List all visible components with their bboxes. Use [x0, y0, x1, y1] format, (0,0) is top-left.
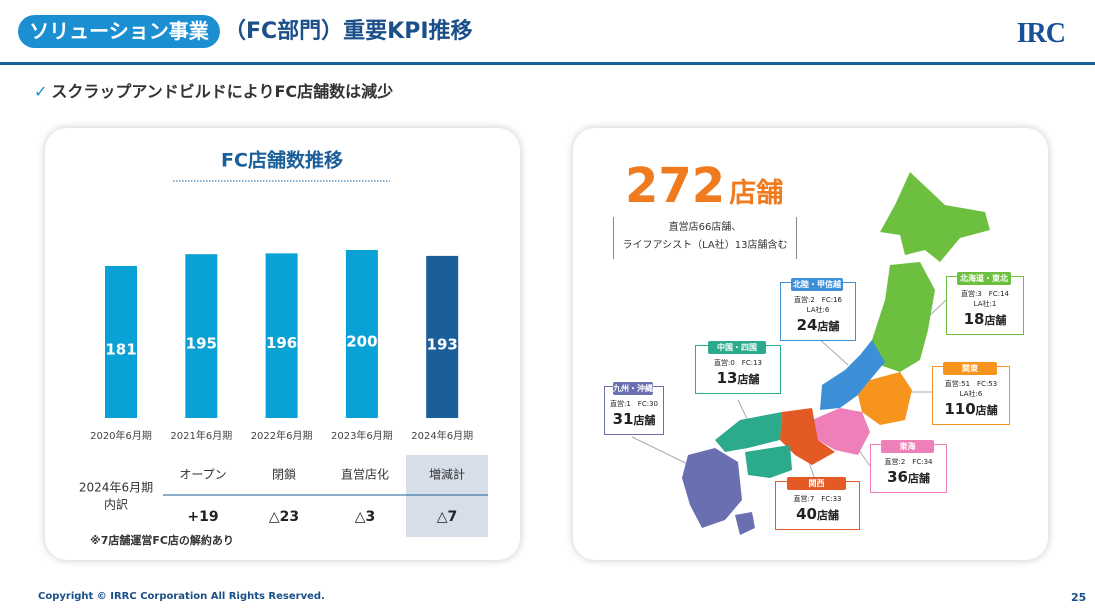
japan-map	[631, 172, 990, 535]
region-unit: 店舗	[737, 373, 760, 386]
region-detail: LA社:6	[959, 390, 983, 398]
page-number: 25	[1071, 591, 1087, 604]
table-value: △23	[269, 509, 299, 525]
region-total: 13店舗	[696, 368, 780, 390]
region-detail: 直営:2 FC:16	[794, 296, 842, 304]
chart-title: FC店舗数推移	[221, 149, 343, 172]
table-header: オープン	[179, 468, 226, 482]
table-header: 直営店化	[341, 468, 389, 482]
region-total: 18店舗	[947, 309, 1023, 331]
total-unit: 店舗	[729, 178, 784, 209]
bar	[265, 253, 298, 418]
section-tag: ソリューション事業	[18, 15, 220, 48]
x-tick-label: 2021年6月期	[170, 429, 232, 442]
value-label: 196	[266, 334, 297, 352]
region-unit: 店舗	[816, 509, 839, 522]
header-rule	[0, 62, 1095, 65]
total-note: 直営店66店舗、 ライフアシスト（LA社）13店舗含む	[613, 217, 797, 259]
x-tick-label: 2022年6月期	[251, 429, 313, 442]
region-count: 31	[612, 410, 634, 428]
bar	[426, 255, 459, 418]
region-name: 北海道・東北	[957, 272, 1011, 285]
region-detail: 直営:3 FC:14	[961, 290, 1009, 298]
region-name: 北陸・甲信越	[791, 278, 843, 291]
table-header: 閉鎖	[272, 467, 296, 482]
region-detail: LA社:1	[973, 300, 997, 308]
total-count: 272	[625, 158, 726, 214]
x-tick-label: 2020年6月期	[90, 429, 152, 442]
region-count: 110	[944, 400, 976, 418]
value-label: 181	[105, 340, 136, 358]
value-label: 200	[346, 333, 377, 351]
region-count: 24	[796, 316, 818, 334]
region-unit: 店舗	[817, 320, 840, 333]
region-detail: 直営:2 FC:34	[884, 458, 933, 466]
region-count: 36	[887, 468, 908, 486]
logo: IRC	[1016, 18, 1066, 49]
total-highlight	[406, 455, 488, 537]
bullet: ✓ スクラップアンドビルドによりFC店舗数は減少	[34, 82, 394, 101]
region-name: 関西	[787, 477, 846, 490]
region-unit: 店舗	[907, 472, 930, 485]
region-name: 関東	[943, 362, 997, 375]
region-detail: 直営:0 FC:13	[714, 359, 762, 367]
region-box: 直営:2 FC:16 LA社:6 24店舗	[780, 282, 856, 341]
table-header: 増減計	[429, 467, 465, 482]
region-count: 18	[963, 310, 985, 328]
region-box: 直営:51 FC:53 LA社:6 110店舗	[932, 366, 1010, 425]
table-value: +19	[187, 509, 218, 525]
bullet-text: スクラップアンドビルドによりFC店舗数は減少	[51, 82, 394, 101]
value-label: 195	[186, 335, 217, 353]
region-name: 中国・四国	[707, 341, 767, 354]
region-total: 24店舗	[781, 315, 855, 337]
region-total: 31店舗	[605, 409, 663, 431]
region-unit: 店舗	[633, 414, 656, 427]
x-tick-label: 2023年6月期	[331, 429, 393, 442]
copyright: Copyright © IRRC Corporation All Rights …	[38, 591, 325, 602]
bar	[185, 254, 218, 418]
region-name: 九州・沖縄	[612, 382, 654, 395]
breakdown-label: 2024年6月期	[79, 481, 153, 495]
region-detail: 直営:1 FC:30	[610, 400, 658, 408]
region-total: 110店舗	[933, 399, 1009, 421]
region-detail: LA社:6	[806, 306, 830, 314]
region-total: 40店舗	[776, 504, 859, 526]
page-title: （FC部門）重要KPI推移	[224, 19, 473, 44]
region-total: 36店舗	[871, 467, 946, 489]
note-line: ライフアシスト（LA社）13店舗含む	[622, 240, 788, 251]
region-count: 40	[796, 505, 817, 523]
region-name: 東海	[881, 440, 934, 453]
region-unit: 店舗	[975, 404, 998, 417]
breakdown-label: 内訳	[104, 497, 128, 512]
note-line: 直営店66店舗、	[668, 222, 742, 233]
table-value: △3	[355, 509, 376, 525]
total-block: 272 店舗	[625, 158, 783, 214]
region-detail: 直営:51 FC:53	[944, 380, 998, 388]
table-note: ※7店舗運営FC店の解約あり	[90, 533, 234, 547]
value-label: 193	[427, 335, 458, 353]
x-tick-label: 2024年6月期	[411, 429, 473, 442]
bar	[105, 265, 137, 418]
region-box: 直営:3 FC:14 LA社:1 18店舗	[946, 276, 1024, 335]
table-value: △7	[437, 509, 458, 525]
region-detail: 直営:7 FC:33	[793, 495, 842, 503]
region-unit: 店舗	[984, 314, 1007, 327]
region-count: 13	[716, 369, 738, 387]
bar	[345, 250, 378, 418]
